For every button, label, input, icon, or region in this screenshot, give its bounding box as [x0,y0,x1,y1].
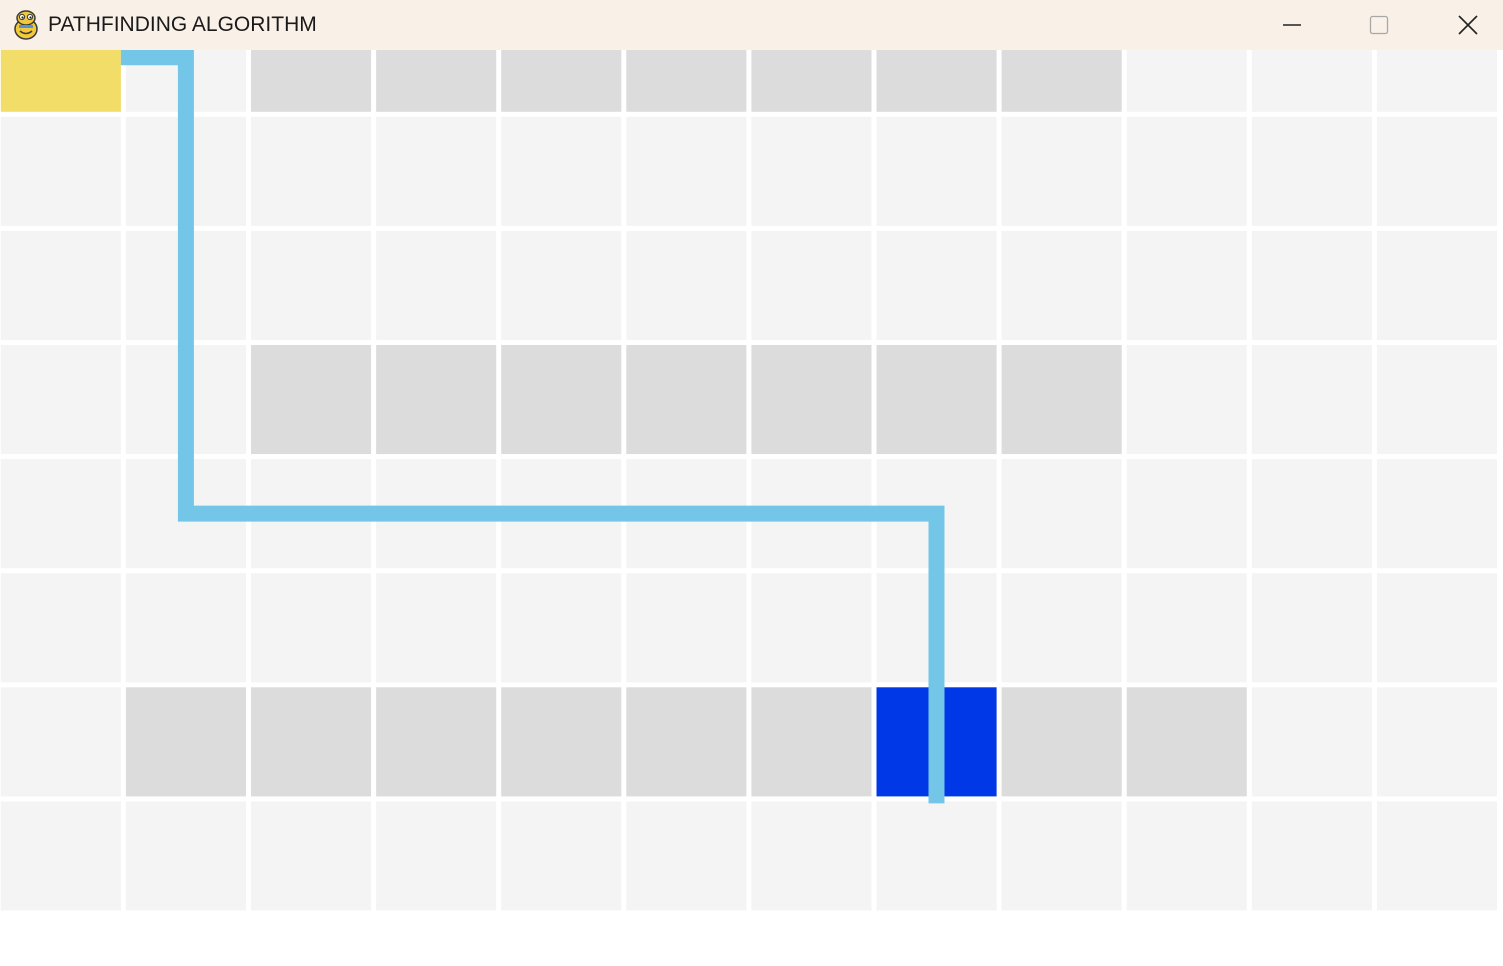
title-bar[interactable]: PATHFINDING ALGORITHM [0,0,1503,50]
grid-cell-empty[interactable] [0,801,121,911]
wall-cell[interactable] [751,687,872,797]
wall-cell[interactable] [626,50,747,112]
grid-cell-empty[interactable] [125,573,246,683]
grid-cell-empty[interactable] [876,230,997,340]
grid-cell-empty[interactable] [251,116,372,226]
grid-cell-empty[interactable] [1251,50,1372,112]
grid-cell-empty[interactable] [0,459,121,569]
wall-cell[interactable] [876,345,997,455]
grid-cell-empty[interactable] [1251,801,1372,911]
grid-cell-empty[interactable] [1126,459,1247,569]
close-icon [1458,15,1478,35]
wall-cell[interactable] [251,50,372,112]
grid-cell-empty[interactable] [501,116,622,226]
wall-cell[interactable] [876,50,997,112]
grid-cell-empty[interactable] [1126,345,1247,455]
grid-cell-empty[interactable] [1251,116,1372,226]
grid-cell-empty[interactable] [125,801,246,911]
path-line [120,50,945,804]
grid-cell-empty[interactable] [376,573,497,683]
grid-cell-empty[interactable] [1376,459,1497,569]
grid-cell-empty[interactable] [876,116,997,226]
minimize-button[interactable] [1249,0,1335,50]
wall-cell[interactable] [1126,687,1247,797]
wall-cell[interactable] [1001,50,1122,112]
grid-canvas[interactable] [0,50,1503,966]
wall-cell[interactable] [1001,687,1122,797]
grid-cell-empty[interactable] [1376,687,1497,797]
wall-cell[interactable] [251,345,372,455]
grid-cell-empty[interactable] [876,801,997,911]
wall-cell[interactable] [376,50,497,112]
grid-cell-empty[interactable] [751,230,872,340]
wall-cell[interactable] [125,687,246,797]
grid-cell-empty[interactable] [501,230,622,340]
grid-cell-empty[interactable] [376,116,497,226]
grid-cell-empty[interactable] [1001,801,1122,911]
grid-cell-empty[interactable] [1126,50,1247,112]
maximize-button[interactable] [1336,0,1422,50]
grid-cell-empty[interactable] [751,573,872,683]
start-node[interactable] [0,50,121,112]
grid-cell-empty[interactable] [0,230,121,340]
close-button[interactable] [1424,0,1503,50]
grid-cell-empty[interactable] [1001,230,1122,340]
minimize-icon [1283,24,1301,26]
wall-cell[interactable] [501,50,622,112]
game-board[interactable] [0,50,1503,966]
grid-cell-empty[interactable] [1001,573,1122,683]
wall-cell[interactable] [501,345,622,455]
grid-cell-empty[interactable] [1126,116,1247,226]
grid-cell-empty[interactable] [1251,687,1372,797]
wall-cell[interactable] [251,687,372,797]
grid-cell-empty[interactable] [1251,459,1372,569]
wall-cell[interactable] [1001,345,1122,455]
grid-cell-empty[interactable] [1376,116,1497,226]
grid-cell-empty[interactable] [1126,230,1247,340]
grid-cell-empty[interactable] [1376,230,1497,340]
maximize-icon [1369,15,1389,35]
grid-cell-empty[interactable] [751,116,872,226]
grid-cell-empty[interactable] [1001,459,1122,569]
grid-cell-empty[interactable] [501,801,622,911]
grid-cell-empty[interactable] [1251,230,1372,340]
grid-cell-empty[interactable] [251,801,372,911]
grid-cell-empty[interactable] [376,230,497,340]
grid-cell-empty[interactable] [751,801,872,911]
grid-cell-empty[interactable] [1126,801,1247,911]
grid-cell-empty[interactable] [1376,345,1497,455]
grid-cell-empty[interactable] [1376,573,1497,683]
wall-cell[interactable] [376,687,497,797]
grid-cell-empty[interactable] [1001,116,1122,226]
grid-cell-empty[interactable] [1126,573,1247,683]
pygame-snake-icon [14,10,38,40]
wall-cell[interactable] [626,687,747,797]
grid-cell-empty[interactable] [626,230,747,340]
wall-cell[interactable] [376,345,497,455]
grid-cell-empty[interactable] [1251,573,1372,683]
grid-cell-empty[interactable] [1376,50,1497,112]
grid-cell-empty[interactable] [0,573,121,683]
grid-cell-empty[interactable] [1251,345,1372,455]
grid-cell-empty[interactable] [251,573,372,683]
grid-cell-empty[interactable] [0,345,121,455]
wall-cell[interactable] [751,50,872,112]
wall-cell[interactable] [751,345,872,455]
wall-cell[interactable] [501,687,622,797]
grid-cell-empty[interactable] [251,230,372,340]
window-title: PATHFINDING ALGORITHM [48,13,317,36]
grid-cell-empty[interactable] [0,687,121,797]
grid-cell-empty[interactable] [626,801,747,911]
grid-cell-empty[interactable] [626,573,747,683]
grid-cell-empty[interactable] [501,573,622,683]
grid-cell-empty[interactable] [0,116,121,226]
grid-cell-empty[interactable] [376,801,497,911]
wall-cell[interactable] [626,345,747,455]
grid-cell-empty[interactable] [626,116,747,226]
grid-cell-empty[interactable] [1376,801,1497,911]
